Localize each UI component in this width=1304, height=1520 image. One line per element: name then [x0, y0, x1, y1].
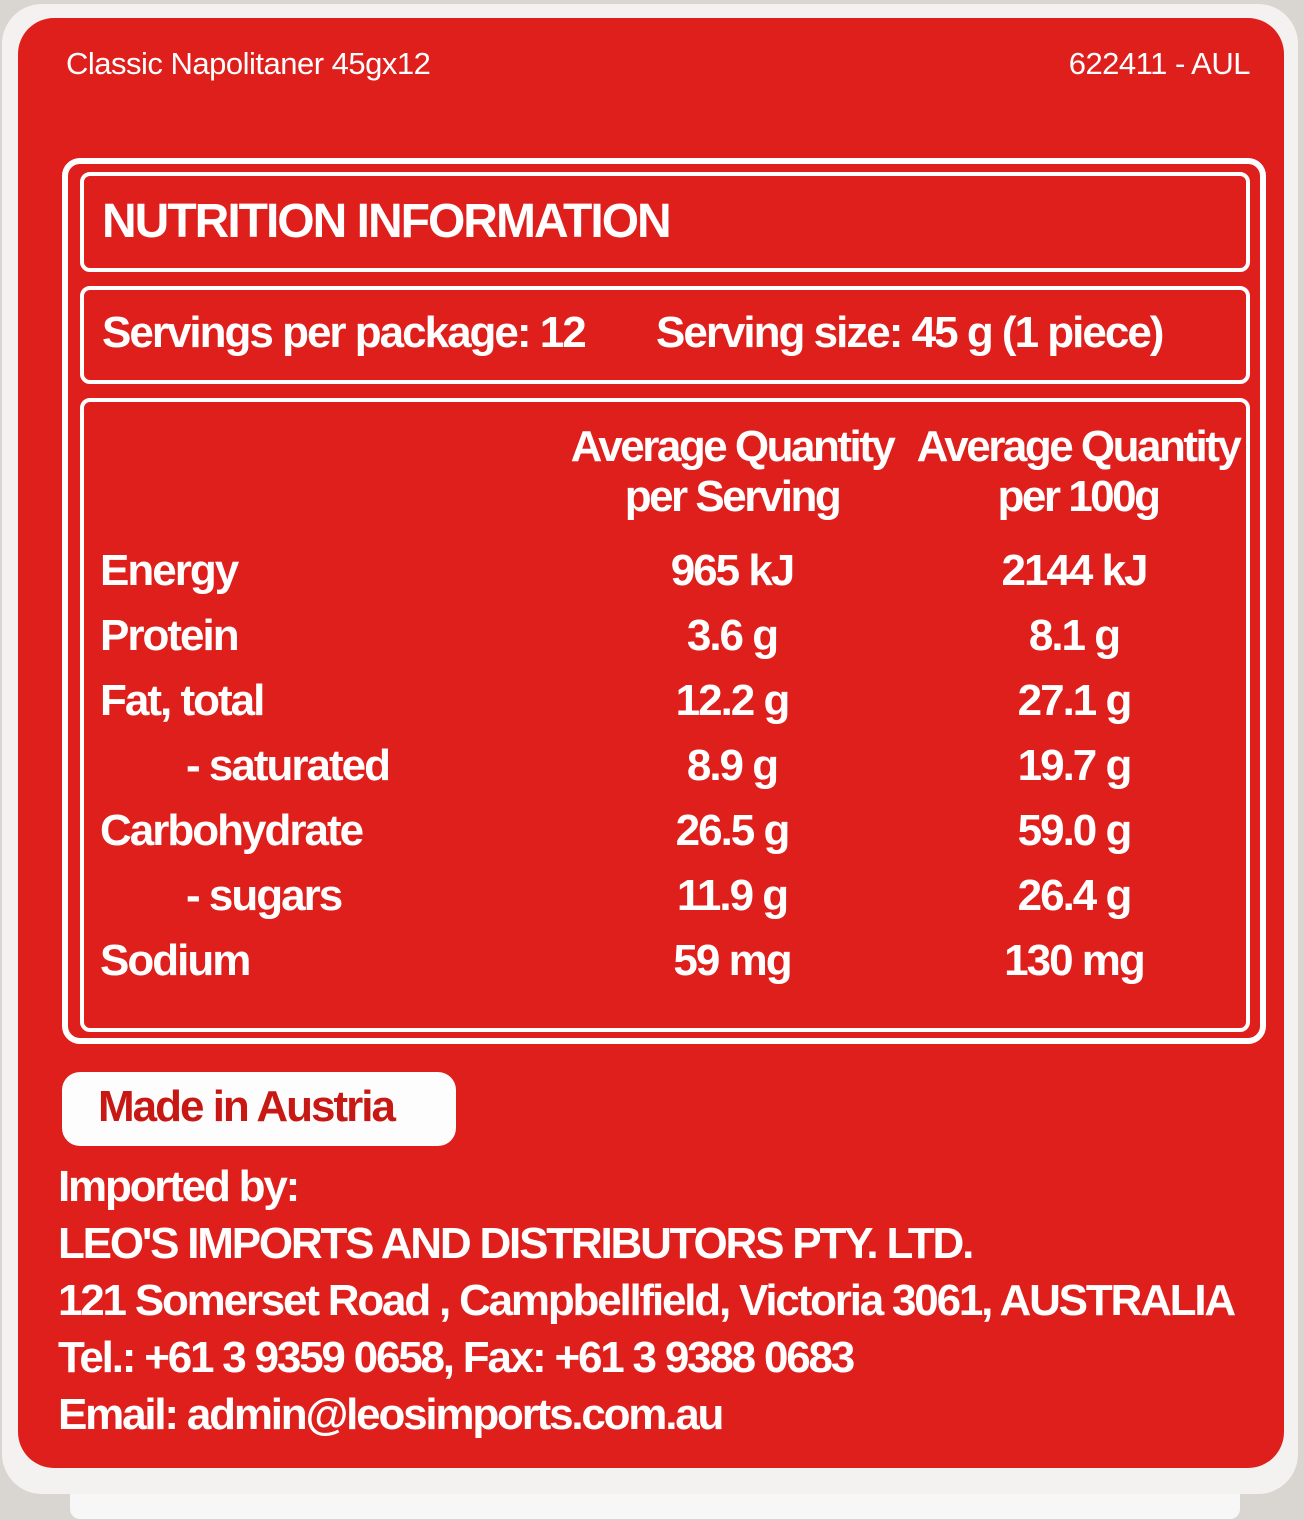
nutrient-label: Sodium — [100, 936, 251, 985]
per-100g-value: 8.1 g — [1028, 611, 1121, 660]
per-serving-value: 11.9 g — [676, 871, 789, 920]
per-100g-value: 2144 kJ — [1001, 546, 1148, 595]
product-code: 622411 - AUL — [1068, 46, 1251, 81]
nutrient-label: Protein — [100, 611, 240, 660]
per-100g-value: 130 mg — [1004, 936, 1146, 985]
nutrition-label-card: Classic Napolitaner 45gx12 622411 - AUL … — [18, 18, 1284, 1468]
importer-heading: Imported by: — [58, 1162, 300, 1211]
servings-per-package: Servings per package: 12 — [102, 308, 587, 357]
per-100g-value: 19.7 g — [1017, 741, 1133, 790]
table-row: Protein 3.6 g 8.1 g — [84, 605, 1246, 670]
nutrient-label: - saturated — [186, 741, 391, 790]
nutrition-table: Average Quantity per Serving Average Qua… — [80, 398, 1250, 1032]
per-100g-value: 26.4 g — [1017, 871, 1133, 920]
servings-box: Servings per package: 12 Serving size: 4… — [80, 286, 1250, 384]
nutrient-rows: Energy 965 kJ 2144 kJ Protein 3.6 g 8.1 … — [84, 540, 1246, 995]
per-serving-value: 965 kJ — [670, 546, 796, 595]
table-row: Fat, total 12.2 g 27.1 g — [84, 670, 1246, 735]
importer-address: 121 Somerset Road , Campbellfield, Victo… — [58, 1276, 1236, 1325]
table-row: Sodium 59 mg 130 mg — [84, 930, 1246, 995]
nutrient-label: - sugars — [186, 871, 343, 920]
importer-phone-fax: Tel.: +61 3 9359 0658, Fax: +61 3 9388 0… — [58, 1333, 855, 1382]
importer-details: Imported by: LEO'S IMPORTS AND DISTRIBUT… — [58, 1158, 1236, 1443]
per-serving-value: 26.5 g — [675, 806, 791, 855]
table-row: Carbohydrate 26.5 g 59.0 g — [84, 800, 1246, 865]
table-row: - sugars 11.9 g 26.4 g — [84, 865, 1246, 930]
column-header-line: Average Quantity — [916, 422, 1242, 471]
per-100g-value: 59.0 g — [1017, 806, 1133, 855]
per-serving-value: 3.6 g — [686, 611, 779, 660]
nutrition-title: NUTRITION INFORMATION — [102, 195, 672, 248]
nutrient-label: Carbohydrate — [100, 806, 364, 855]
nutrient-label: Energy — [100, 546, 239, 595]
column-header-per-100g: Average Quantity per 100g — [908, 422, 1248, 522]
per-serving-value: 12.2 g — [675, 676, 791, 725]
origin-badge: Made in Austria — [62, 1072, 456, 1146]
column-header-line: per Serving — [624, 472, 842, 521]
serving-size: Serving size: 45 g (1 piece) — [656, 308, 1164, 357]
nutrient-label: Fat, total — [100, 676, 265, 725]
importer-email: Email: admin@leosimports.com.au — [58, 1390, 724, 1439]
importer-company: LEO'S IMPORTS AND DISTRIBUTORS PTY. LTD. — [58, 1219, 974, 1268]
column-header-line: Average Quantity — [570, 422, 896, 471]
column-header-per-serving: Average Quantity per Serving — [562, 422, 902, 522]
table-row: Energy 965 kJ 2144 kJ — [84, 540, 1246, 605]
per-serving-value: 59 mg — [673, 936, 792, 985]
product-name: Classic Napolitaner 45gx12 — [66, 46, 431, 81]
product-header: Classic Napolitaner 45gx12 622411 - AUL — [66, 46, 1251, 86]
per-serving-value: 8.9 g — [686, 741, 779, 790]
nutrition-title-box: NUTRITION INFORMATION — [80, 172, 1250, 272]
column-header-line: per 100g — [997, 472, 1161, 521]
nutrition-panel: NUTRITION INFORMATION Servings per packa… — [62, 158, 1266, 1044]
table-row: - saturated 8.9 g 19.7 g — [84, 735, 1246, 800]
per-100g-value: 27.1 g — [1017, 676, 1133, 725]
